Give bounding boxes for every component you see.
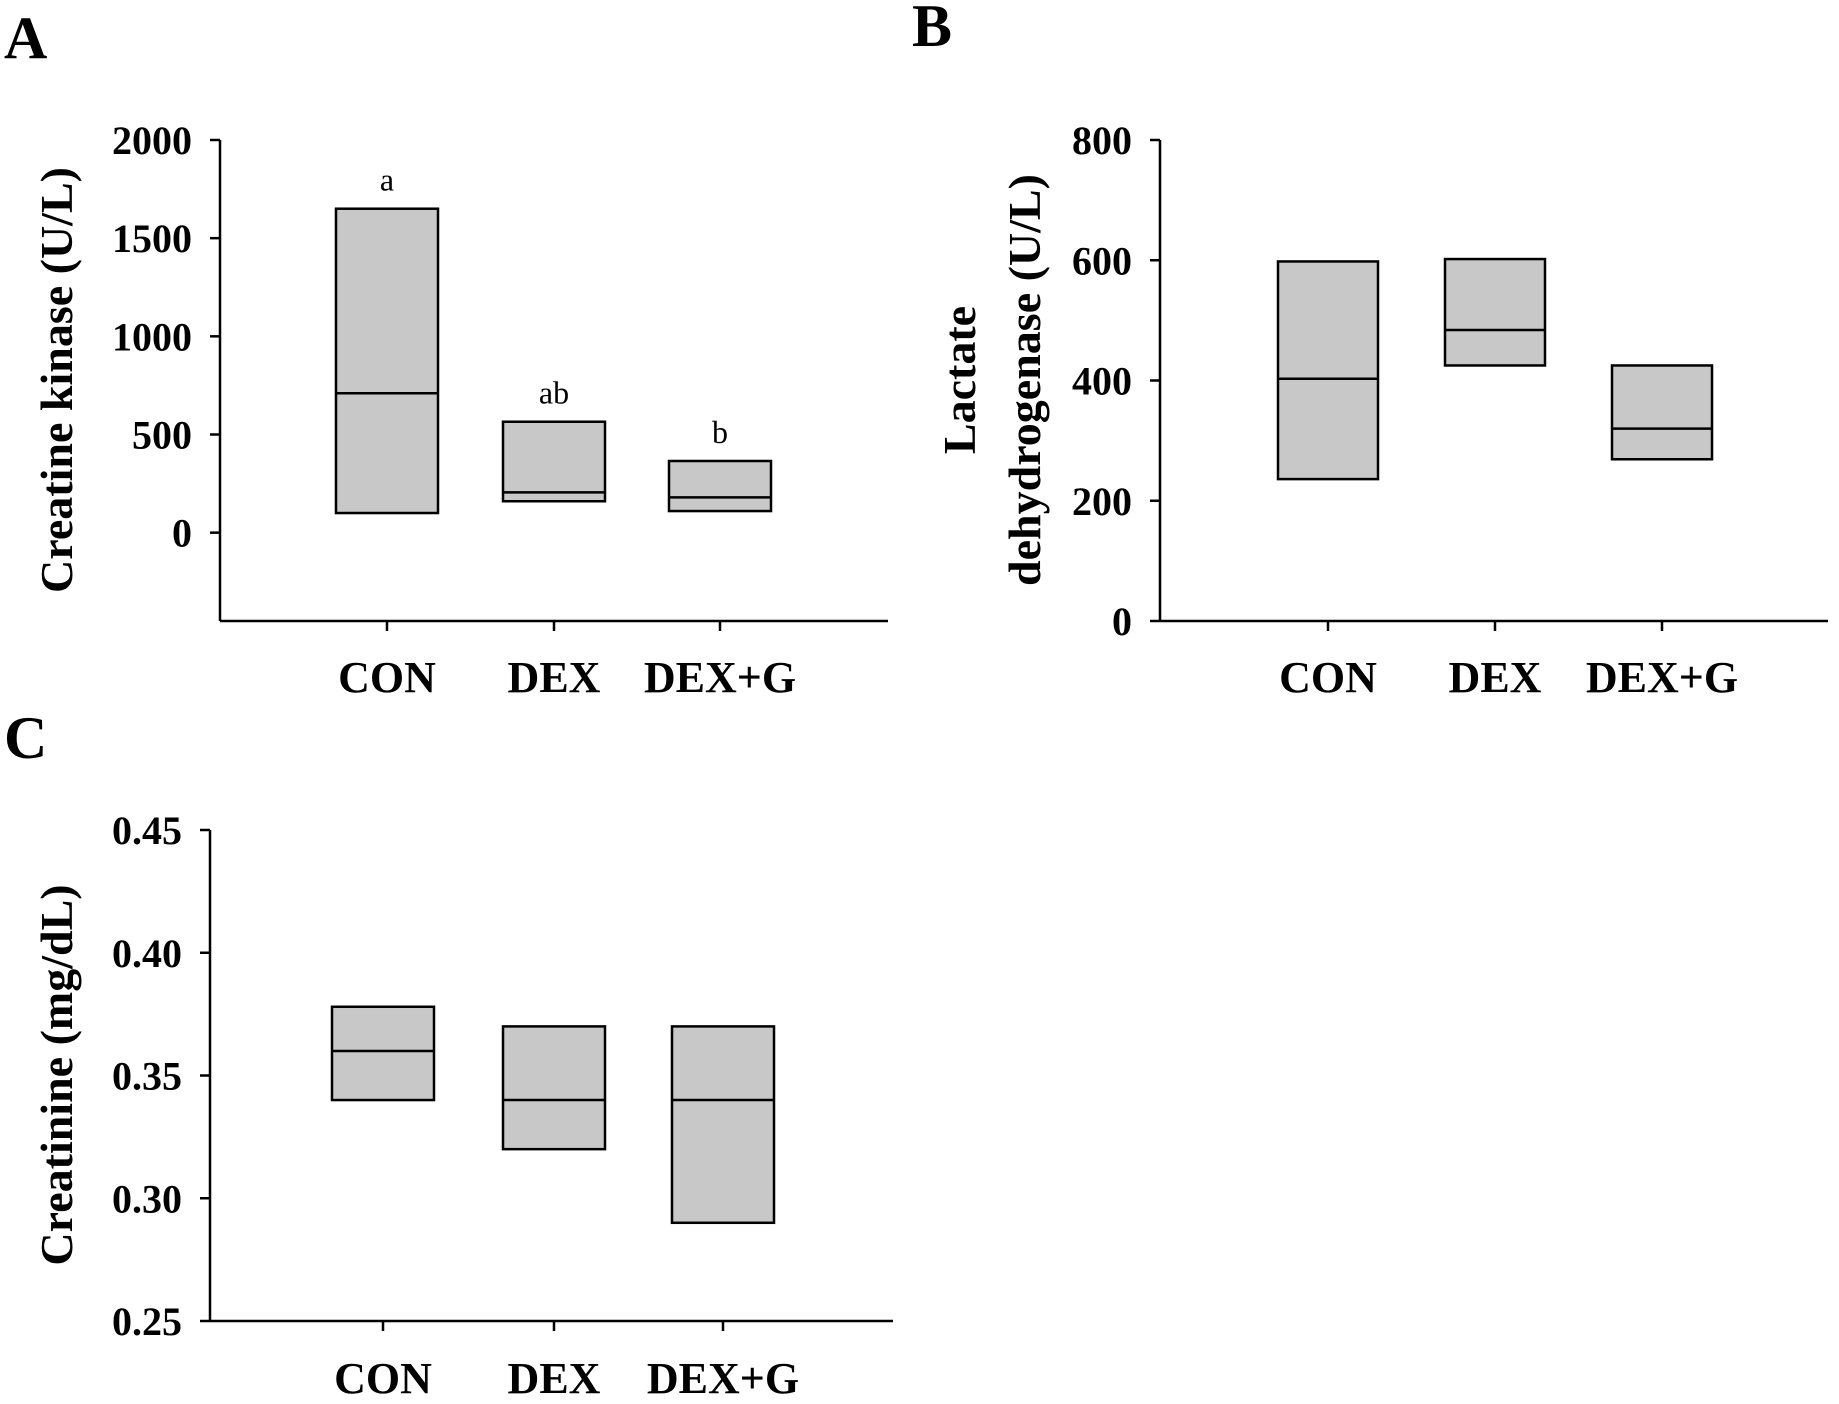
y-tick-label: 1500 [112,216,192,261]
y-tick-label: 800 [1072,118,1132,163]
chart-panel-c: 0.25 0.30 0.35 0.40 0.45 CON DEX DEX+G Creatinin… [31,808,893,1403]
x-tick-label: DEX+G [647,1354,799,1403]
x-tick-label: DEX [508,1354,601,1403]
chart-panel-b: 0 200 400 600 800 CON DEX DEX+G Lactate dehydroge… [934,118,1828,702]
y-axis-title: dehydrogenase (U/L) [999,174,1050,586]
box [501,420,607,503]
box [334,207,440,515]
y-tick-label: 1000 [112,314,192,359]
y-tick-label: 600 [1072,238,1132,283]
y-tick-label: 500 [132,412,192,457]
box [1276,260,1380,481]
box [667,459,773,513]
significance-label: a [380,162,394,198]
x-tick-label: CON [1279,653,1377,702]
panel-label: C [4,705,47,771]
panel-label: B [912,0,952,59]
y-tick-label: 0.40 [112,931,182,976]
box [501,1025,607,1151]
y-axis-title: Creatine kinase (U/L) [31,167,82,593]
chart-panel-a: 0 500 1000 1500 2000 CON DEX DEX+G a ab b Creatine … [31,118,888,702]
y-tick-label: 0.25 [112,1299,182,1344]
y-tick-label: 0 [172,511,192,556]
x-tick-label: DEX+G [1586,653,1738,702]
x-tick-label: CON [338,653,436,702]
y-tick-label: 200 [1072,479,1132,524]
y-tick-label: 2000 [112,118,192,163]
y-axis-title: Creatinine (mg/dL) [31,884,82,1265]
significance-label: b [712,414,728,450]
x-tick-label: DEX [508,653,601,702]
x-tick-label: DEX+G [644,653,796,702]
y-tick-label: 0 [1112,599,1132,644]
box [1443,257,1547,367]
y-tick-label: 400 [1072,359,1132,404]
box [330,1005,436,1102]
box [1610,364,1714,461]
panel-label: A [4,5,47,71]
x-tick-label: DEX [1449,653,1542,702]
y-tick-label: 0.30 [112,1176,182,1221]
y-tick-label: 0.35 [112,1054,182,1099]
y-axis-title: Lactate [934,306,985,454]
box [670,1025,776,1225]
x-tick-label: CON [334,1354,432,1403]
significance-label: ab [539,375,569,411]
y-tick-label: 0.45 [112,808,182,853]
